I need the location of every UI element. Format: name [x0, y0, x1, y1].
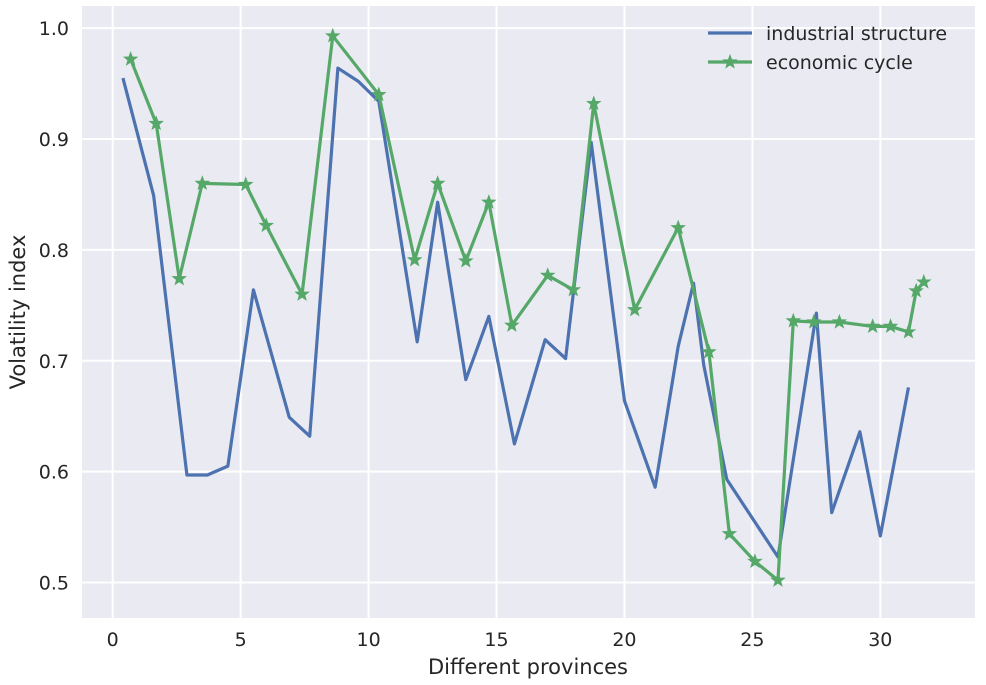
- star-marker: [258, 217, 274, 233]
- x-tick-label: 20: [612, 629, 636, 651]
- legend-label: industrial structure: [766, 23, 947, 45]
- star-marker: [770, 572, 786, 587]
- x-tick-label: 25: [740, 629, 764, 651]
- y-axis-ticks: 0.5 0.6 0.7 0.8 0.9 1.0: [39, 18, 69, 594]
- star-marker: [481, 194, 497, 209]
- star-marker: [747, 553, 763, 569]
- star-marker: [237, 176, 254, 192]
- legend-item: economic cycle: [708, 52, 913, 74]
- x-tick-label: 15: [484, 629, 508, 651]
- plot-background: [82, 6, 975, 618]
- star-marker: [294, 286, 310, 301]
- y-tick-label: 1.0: [39, 18, 69, 40]
- star-marker: [429, 175, 446, 190]
- star-marker: [916, 273, 932, 289]
- y-axis-label: Volatility index: [6, 235, 30, 390]
- star-marker: [908, 282, 924, 298]
- y-tick-label: 0.6: [39, 462, 69, 484]
- star-marker: [539, 267, 556, 283]
- x-axis-label: Different provinces: [428, 655, 628, 679]
- y-tick-label: 0.8: [39, 240, 69, 262]
- star-marker: [806, 313, 822, 329]
- star-marker: [670, 219, 686, 235]
- legend-label: economic cycle: [766, 52, 913, 74]
- star-marker: [324, 27, 341, 43]
- legend-item: industrial structure: [708, 23, 947, 45]
- x-axis-ticks: 0 5 10 15 20 25 30: [107, 629, 893, 651]
- y-tick-label: 0.5: [39, 573, 69, 595]
- star-marker: [565, 281, 582, 297]
- star-marker: [864, 318, 881, 334]
- star-marker: [371, 86, 387, 102]
- star-marker: [721, 525, 738, 541]
- star-marker: [458, 252, 474, 268]
- star-marker: [194, 175, 211, 190]
- star-marker: [171, 270, 187, 286]
- series-2: [122, 27, 932, 587]
- legend: industrial structure economic cycle: [708, 23, 947, 74]
- x-tick-label: 5: [235, 629, 247, 651]
- star-marker: [626, 301, 643, 317]
- star-marker: [504, 317, 520, 332]
- legend-star-marker: [722, 53, 738, 69]
- star-marker: [585, 95, 602, 111]
- x-tick-label: 30: [868, 629, 892, 651]
- star-marker: [785, 312, 802, 328]
- star-marker: [406, 251, 423, 267]
- star-marker: [882, 318, 899, 334]
- star-marker: [701, 343, 717, 359]
- y-tick-label: 0.9: [39, 129, 69, 151]
- star-marker: [148, 115, 164, 131]
- star-marker: [831, 313, 848, 329]
- series-layer: [121, 27, 932, 587]
- star-marker: [900, 323, 917, 339]
- x-tick-label: 10: [356, 629, 380, 651]
- grid-lines: [82, 6, 975, 618]
- y-tick-label: 0.7: [39, 351, 69, 373]
- star-marker: [122, 51, 139, 66]
- x-tick-label: 0: [107, 629, 119, 651]
